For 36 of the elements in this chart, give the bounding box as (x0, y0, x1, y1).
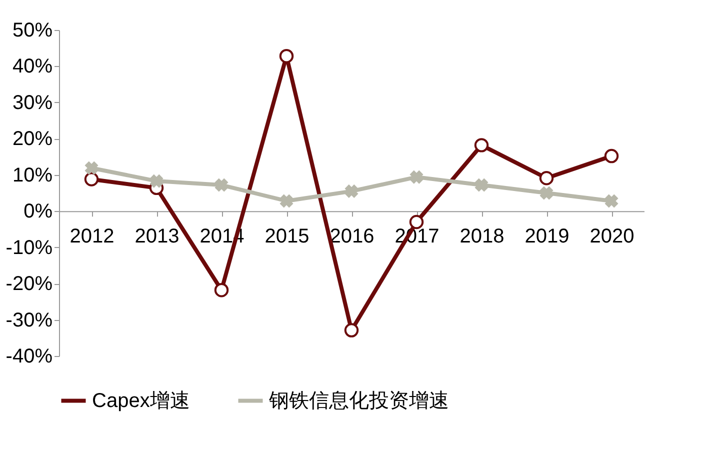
y-tick-label: 30% (12, 92, 53, 114)
point (214, 282, 229, 298)
point (604, 194, 618, 208)
y-tick-label: 50% (12, 20, 53, 42)
y-tick-label: -40% (6, 346, 53, 368)
point (84, 172, 99, 186)
point (539, 171, 554, 186)
point (279, 48, 294, 64)
x-tick-label: 2015 (264, 226, 310, 248)
x-tick-label: 2013 (134, 226, 180, 248)
x-tick-label: 2019 (524, 226, 570, 248)
y-tick-label: -10% (6, 236, 53, 259)
x-tick-label: 2012 (70, 226, 114, 248)
point (474, 178, 488, 192)
point (474, 138, 489, 152)
point (410, 170, 424, 184)
y-tick-label: 10% (12, 164, 53, 186)
legend-label: 钢铁信息化投资增速 (268, 390, 449, 412)
point (280, 194, 294, 208)
point (214, 178, 228, 192)
y-tick-label: -30% (6, 309, 53, 332)
y-tick-label: 0% (24, 200, 53, 223)
point (150, 174, 164, 188)
point (344, 184, 358, 198)
point (540, 186, 554, 200)
point (84, 161, 98, 175)
x-tick-label: 2020 (590, 226, 634, 248)
point (409, 214, 424, 230)
legend-label: Capex增速 (92, 390, 190, 412)
point (344, 323, 359, 338)
y-tick-label: -20% (6, 273, 53, 296)
y-tick-label: 40% (12, 56, 53, 78)
x-tick-label: 2018 (460, 226, 504, 248)
x-tick-label: 2016 (330, 226, 374, 248)
y-tick-label: 20% (12, 128, 53, 150)
point (604, 148, 619, 164)
